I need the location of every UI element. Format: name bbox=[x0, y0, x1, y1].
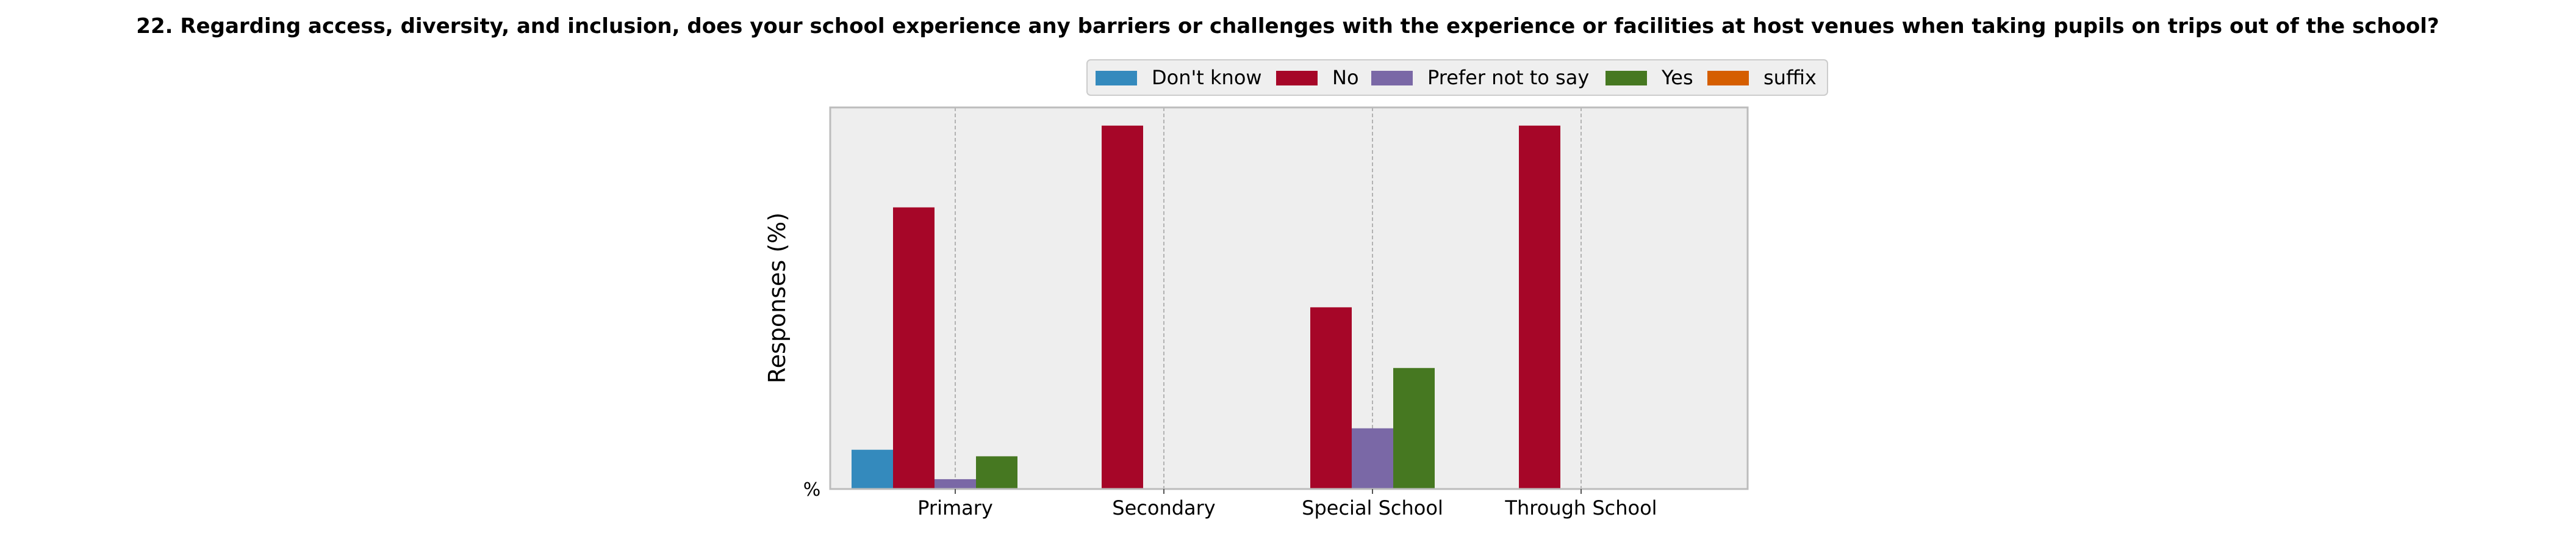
bar-yes bbox=[1393, 368, 1435, 489]
legend-swatch bbox=[1096, 71, 1137, 85]
legend-swatch bbox=[1606, 71, 1647, 85]
bar-prefer-not-to-say bbox=[1352, 428, 1393, 489]
legend-label: Prefer not to say bbox=[1427, 66, 1589, 89]
legend-label: Yes bbox=[1661, 66, 1693, 89]
x-tick-label: Primary bbox=[917, 496, 993, 520]
plot-background bbox=[830, 107, 1748, 489]
x-tick-label: Special School bbox=[1302, 496, 1443, 520]
plot-frame bbox=[829, 106, 1749, 490]
legend: Don't know No Prefer not to say Yes suffix bbox=[1086, 59, 1828, 96]
bar-yes bbox=[976, 456, 1017, 489]
bar-no bbox=[893, 207, 935, 489]
legend-label: No bbox=[1332, 66, 1359, 89]
bar-no bbox=[1519, 125, 1560, 489]
bar-don-t-know bbox=[852, 449, 893, 489]
bar-no bbox=[1310, 307, 1352, 489]
bar-no bbox=[1102, 125, 1143, 489]
bar-prefer-not-to-say bbox=[935, 479, 976, 489]
x-tick-label: Secondary bbox=[1112, 496, 1215, 520]
legend-label: suffix bbox=[1763, 66, 1817, 89]
legend-swatch bbox=[1371, 71, 1413, 85]
chart-title: 22. Regarding access, diversity, and inc… bbox=[136, 14, 2439, 38]
legend-swatch bbox=[1276, 71, 1318, 85]
legend-swatch bbox=[1707, 71, 1749, 85]
plot-area: Primary Secondary Special School Through Sc… bbox=[829, 106, 1749, 520]
y-tick-label: % bbox=[803, 479, 821, 501]
legend-box bbox=[1086, 59, 1828, 96]
legend-label: Don't know bbox=[1152, 66, 1262, 89]
y-axis-label: Responses (%) bbox=[764, 212, 791, 383]
x-tick-label: Through School bbox=[1504, 496, 1657, 520]
